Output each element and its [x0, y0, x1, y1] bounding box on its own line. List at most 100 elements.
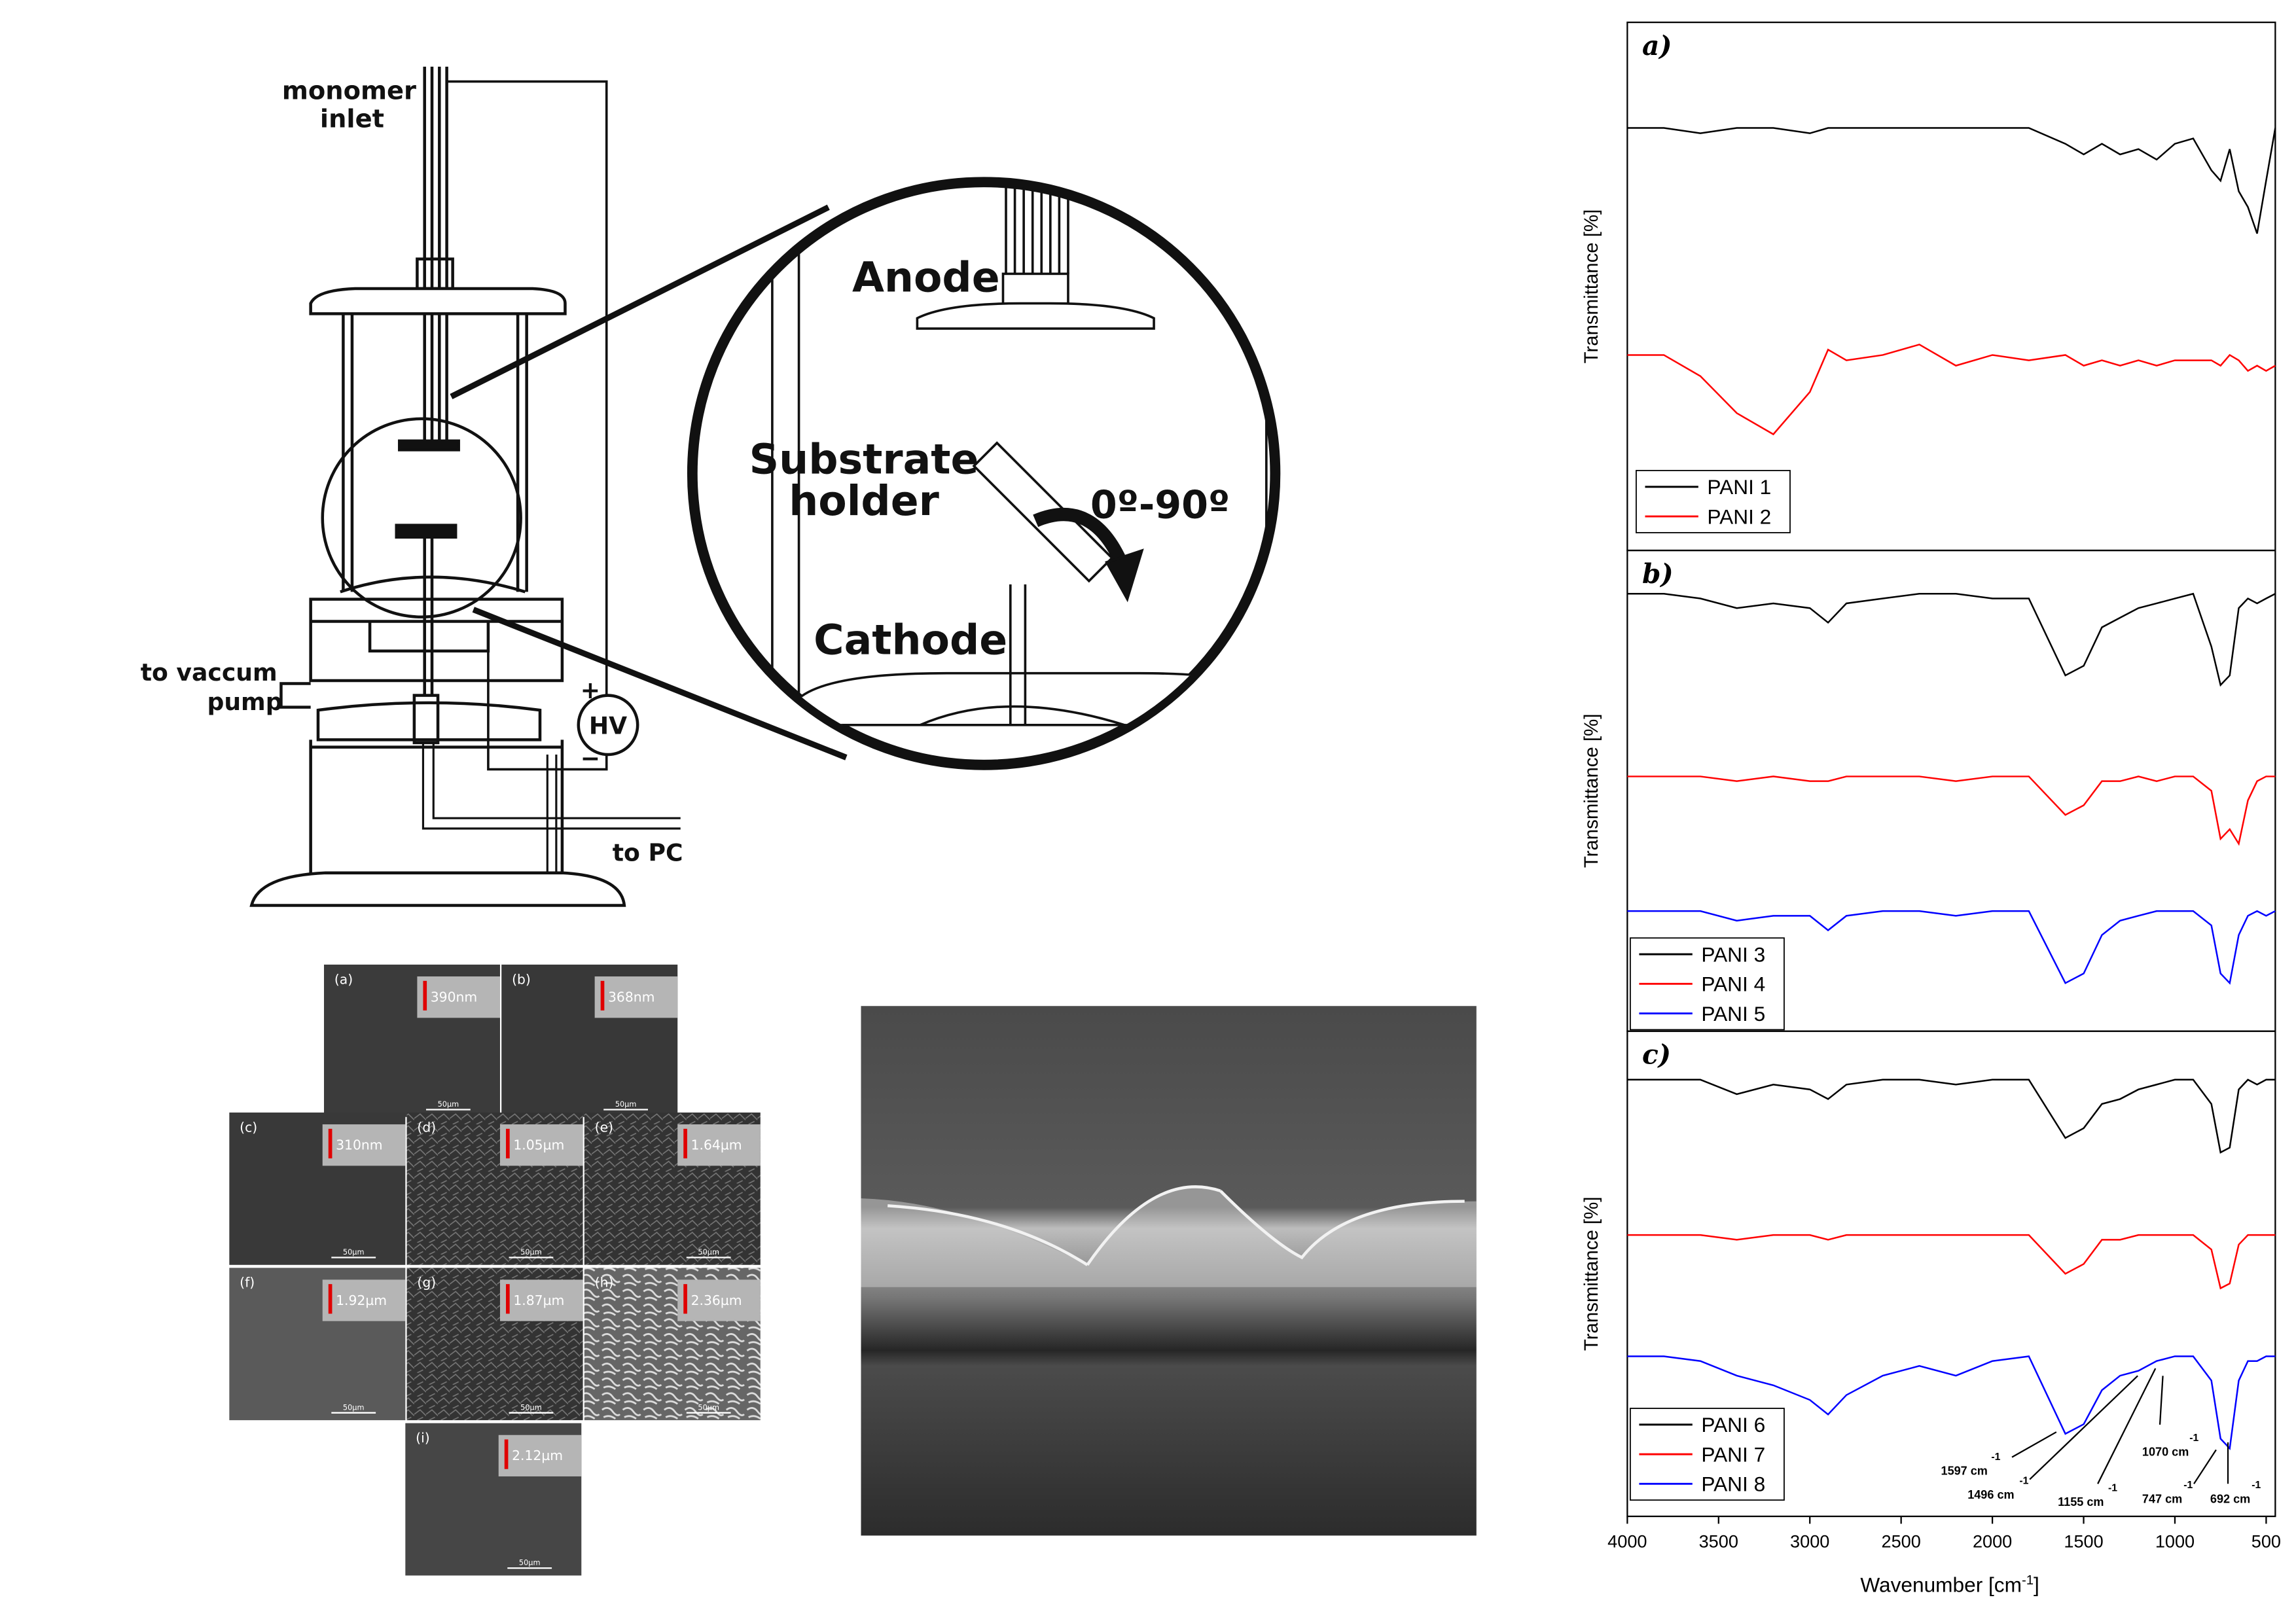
thickness-label: 2.12µm [512, 1448, 563, 1463]
legend-label: PANI 7 [1701, 1442, 1765, 1466]
thickness-bar [506, 1284, 510, 1314]
diagram-part [1005, 185, 1069, 274]
thickness-label: 390nm [431, 989, 478, 1005]
diagram-part [309, 287, 567, 315]
annotation-sup: -1 [2108, 1483, 2117, 1494]
diagram-labels: monomer inlet to vaccum pump to PC + HV … [141, 77, 1230, 867]
panel-label: (c) [240, 1119, 257, 1135]
legend-label: PANI 6 [1701, 1413, 1765, 1436]
annotation: 1070 cm [2142, 1445, 2189, 1458]
x-tick-label: 3000 [1790, 1531, 1829, 1552]
diagram-part [577, 694, 639, 757]
spectrum-line [1627, 344, 2276, 436]
sem-inset [677, 1124, 761, 1166]
thickness-label: 1.92µm [336, 1293, 387, 1308]
legend-label: PANI 5 [1701, 1002, 1765, 1026]
spectrum-line [1627, 1355, 2276, 1451]
scale-label: 50µm [519, 1559, 541, 1567]
label: Anode [852, 253, 1000, 302]
cross-section-image [861, 1006, 1477, 1536]
label: Substrate [749, 435, 979, 484]
sem-inset [322, 1124, 406, 1166]
scale-label: 50µm [615, 1100, 637, 1109]
diagram-part [1009, 584, 1027, 725]
label: − [581, 744, 600, 772]
label: HV [589, 711, 627, 740]
legend-label: PANI 1 [1707, 475, 1771, 499]
diagram-part [395, 524, 457, 539]
ftir-spectra: a) Transmittance [%] PANI 1 PANI 2 b) Transmi… [1581, 21, 2281, 1596]
spectrum-line [1627, 776, 2276, 846]
diagram-part [1105, 548, 1144, 603]
spectrum-line [1627, 1234, 2276, 1290]
sem-grid: 390nm (a) 50µm 368nm (b) 50µm 310nm (c) 50µm 1.05… [229, 964, 761, 1576]
label: 0º-90º [1090, 482, 1230, 527]
x-tick-label: 2000 [1973, 1531, 2012, 1552]
x-tick-label: 4000 [1607, 1531, 1647, 1552]
spectrum-line [1627, 127, 2276, 234]
scale-label: 50µm [698, 1248, 719, 1257]
panel-label: b) [1642, 558, 1674, 590]
annotation-sup: -1 [1991, 1452, 2000, 1463]
diagram-part [423, 66, 448, 444]
y-axis-label: Transmittance [%] [1581, 1197, 1602, 1351]
diagram-part [309, 575, 564, 683]
diagram-part [771, 185, 1272, 726]
scale-label: 50µm [438, 1100, 459, 1109]
legend-label: PANI 8 [1701, 1472, 1765, 1496]
diagram-part [316, 701, 542, 741]
diagram-part [1033, 507, 1131, 573]
x-tick-label: 3500 [1699, 1531, 1738, 1552]
thickness-label: 310nm [336, 1137, 382, 1152]
label: Cathode [814, 615, 1007, 664]
annotation: 692 cm [2210, 1493, 2250, 1506]
annotation: 1597 cm [1941, 1465, 1988, 1478]
scale-label: 50µm [343, 1248, 365, 1257]
panel-label: (b) [512, 971, 531, 987]
diagram-part [321, 417, 522, 619]
diagram-part [309, 740, 564, 873]
thickness-bar [683, 1284, 687, 1314]
x-tick-label: 500 [2251, 1531, 2281, 1552]
label: to PC [613, 839, 683, 867]
diagram-part [1001, 272, 1069, 308]
diagram-part [546, 754, 558, 888]
scale-label: 50µm [343, 1403, 365, 1412]
x-tick-label: 1000 [2155, 1531, 2195, 1552]
film-edge [888, 1185, 1465, 1266]
panel-label: (e) [595, 1119, 613, 1135]
thickness-label: 1.87µm [513, 1293, 564, 1308]
annotations [2011, 1368, 2229, 1484]
x-tick-label: 2500 [1882, 1531, 1921, 1552]
panel-label: (i) [416, 1430, 430, 1446]
panel-label: c) [1642, 1039, 1671, 1070]
scale-label: 50µm [520, 1248, 542, 1257]
legend-label: PANI 3 [1701, 942, 1765, 966]
x-axis-label-part: Wavenumber [cm [1860, 1573, 2022, 1596]
thickness-bar [506, 1128, 510, 1159]
thickness-label: 368nm [608, 989, 655, 1005]
x-axis-label-part: ] [2034, 1573, 2039, 1596]
annotation-sup: -1 [2251, 1480, 2261, 1491]
label: holder [789, 476, 939, 525]
panel-label: (f) [240, 1275, 255, 1291]
diagram-part [412, 694, 440, 745]
diagram-part [342, 313, 528, 592]
film-profile [861, 1186, 1477, 1287]
y-axis-label: Transmittance [%] [1581, 714, 1602, 868]
diagram-part [422, 742, 681, 830]
x-axis-label-part: -1 [2022, 1573, 2034, 1588]
panel-label: (d) [417, 1119, 436, 1135]
spectrum-line [1627, 1079, 2276, 1154]
thickness-bar [328, 1128, 332, 1159]
scale-label: 50µm [520, 1403, 542, 1412]
thickness-bar [504, 1439, 509, 1469]
legend-label: PANI 2 [1707, 505, 1771, 528]
thickness-bar [423, 980, 427, 1011]
diagram-part [249, 871, 626, 907]
sem-inset [499, 1279, 583, 1321]
label: + [581, 676, 600, 704]
legend-box [1629, 937, 1785, 1031]
scale-label: 50µm [698, 1403, 719, 1412]
thickness-label: 2.36µm [691, 1293, 742, 1308]
